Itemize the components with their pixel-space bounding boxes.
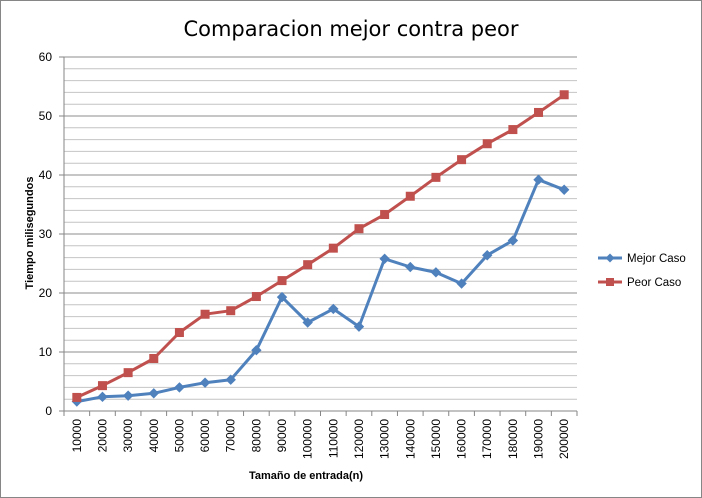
series-mejor-caso [71,174,570,407]
data-point-marker [380,210,390,220]
data-point-marker [379,253,390,264]
x-axis-title: Tamaño de entrada(n) [249,470,363,482]
y-axis-ticks: 0 10 20 30 40 50 60 [39,50,64,418]
data-point-marker [534,107,544,117]
data-point-marker [303,260,313,270]
data-point-marker [457,155,467,165]
x-tick-label: 40000 [147,419,161,453]
x-tick-label: 120000 [352,419,366,459]
data-point-marker [354,224,364,234]
legend-marker [606,278,614,286]
data-point-marker [302,317,313,328]
y-tick-label: 40 [39,168,53,182]
series-line [76,178,565,404]
x-tick-label: 80000 [249,419,263,453]
data-point-marker [72,392,82,402]
chart-title: Comparacion mejor contra peor [183,17,518,41]
x-tick-label: 70000 [224,419,238,453]
data-point-marker [122,390,134,401]
data-point-marker [559,90,569,100]
data-point-marker [200,309,210,319]
y-tick-label: 30 [39,227,53,241]
data-point-marker [97,381,107,391]
y-tick-label: 10 [39,345,53,359]
legend-label: Mejor Caso [627,253,686,265]
legend-item: Peor Caso [598,277,681,289]
data-point-marker [174,382,185,393]
data-point-marker [277,276,287,286]
series-group [71,90,570,407]
data-point-marker [225,374,236,385]
data-point-marker [482,139,492,149]
data-point-marker [507,235,519,246]
data-point-marker [430,267,442,278]
data-point-marker [456,278,467,289]
x-tick-label: 150000 [429,419,443,459]
data-point-marker [251,345,262,356]
x-tick-label: 90000 [275,419,289,453]
data-point-marker [328,303,339,315]
y-tick-label: 60 [39,50,53,64]
y-tick-label: 20 [39,286,53,300]
x-tick-label: 140000 [403,419,417,459]
x-tick-label: 170000 [480,419,494,459]
x-tick-label: 160000 [455,419,469,459]
data-point-marker [482,250,493,261]
data-point-marker [405,261,416,273]
legend-marker [605,253,615,263]
data-point-marker [251,292,261,302]
x-tick-label: 130000 [378,419,392,459]
data-point-marker [97,391,108,403]
x-tick-label: 190000 [532,419,546,459]
x-tick-label: 110000 [326,419,340,458]
data-point-marker [353,321,365,332]
x-tick-label: 50000 [172,419,186,453]
x-axis-ticks: 10000 20000 30000 40000 50000 60000 70000 80000… [63,411,578,459]
data-point-marker [558,184,570,195]
data-point-marker [174,328,184,338]
x-tick-label: 10000 [70,419,84,453]
x-tick-label: 20000 [95,419,109,453]
data-point-marker [533,174,544,185]
legend-label: Peor Caso [627,277,681,289]
data-point-marker [328,243,338,253]
y-tick-label: 50 [39,109,53,123]
legend: Mejor Caso Peor Caso [598,253,686,289]
data-point-marker [149,353,159,363]
x-tick-label: 180000 [506,419,520,459]
data-point-marker [226,306,236,316]
data-point-marker [148,388,159,399]
data-point-marker [405,191,415,201]
gridlines [64,56,577,400]
x-tick-label: 200000 [557,419,571,459]
data-point-marker [123,368,133,378]
series-peor-caso [72,90,569,402]
data-point-marker [276,291,288,303]
y-axis-title: Tiempo milisegundos [24,177,36,290]
x-tick-label: 30000 [121,419,135,453]
data-point-marker [199,377,211,388]
x-tick-label: 100000 [301,419,315,459]
x-tick-label: 60000 [198,419,212,453]
data-point-marker [431,172,441,182]
data-point-marker [508,125,518,135]
y-tick-label: 0 [45,404,52,418]
legend-item: Mejor Caso [598,253,686,265]
